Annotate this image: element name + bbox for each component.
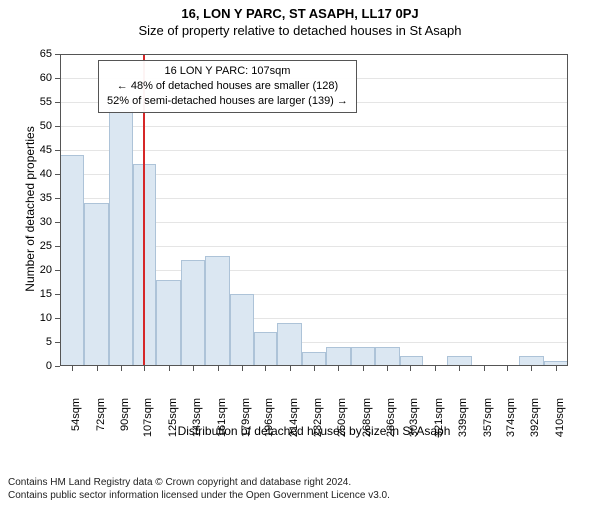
xtick-label: 143sqm <box>191 398 203 448</box>
xtick-label: 410sqm <box>554 398 566 448</box>
ytick-label: 65 <box>32 48 52 60</box>
xtick-label: 268sqm <box>361 398 373 448</box>
xtick-mark <box>72 366 73 371</box>
histogram-bar <box>181 260 205 366</box>
ytick-label: 15 <box>32 288 52 300</box>
histogram-bar <box>254 332 277 366</box>
histogram-bar <box>109 107 133 366</box>
xtick-mark <box>97 366 98 371</box>
ytick-mark <box>55 54 60 55</box>
ytick-label: 20 <box>32 264 52 276</box>
xtick-mark <box>338 366 339 371</box>
xtick-mark <box>556 366 557 371</box>
ytick-label: 30 <box>32 216 52 228</box>
xtick-label: 321sqm <box>433 398 445 448</box>
xtick-mark <box>169 366 170 371</box>
xtick-mark <box>314 366 315 371</box>
xtick-label: 357sqm <box>482 398 494 448</box>
ytick-label: 10 <box>32 312 52 324</box>
histogram-bar <box>205 256 229 366</box>
ytick-label: 35 <box>32 192 52 204</box>
histogram-bar <box>351 347 375 366</box>
xtick-mark <box>265 366 266 371</box>
xtick-label: 286sqm <box>385 398 397 448</box>
xtick-label: 54sqm <box>70 398 82 448</box>
page-subtitle: Size of property relative to detached ho… <box>0 23 600 38</box>
y-axis-label: Number of detached properties <box>23 109 37 309</box>
histogram-bar <box>519 356 543 366</box>
xtick-mark <box>144 366 145 371</box>
xtick-mark <box>410 366 411 371</box>
xtick-mark <box>484 366 485 371</box>
xtick-label: 374sqm <box>505 398 517 448</box>
ytick-mark <box>55 366 60 367</box>
ytick-label: 40 <box>32 168 52 180</box>
histogram-bar <box>156 280 180 366</box>
footer-attribution: Contains HM Land Registry data © Crown c… <box>8 476 390 502</box>
ytick-label: 5 <box>32 336 52 348</box>
xtick-label: 179sqm <box>240 398 252 448</box>
xtick-mark <box>507 366 508 371</box>
annotation-line-3: 52% of semi-detached houses are larger (… <box>107 94 348 109</box>
xtick-label: 232sqm <box>312 398 324 448</box>
histogram-bar <box>375 347 399 366</box>
xtick-mark <box>218 366 219 371</box>
gridline <box>60 150 568 151</box>
xtick-label: 250sqm <box>336 398 348 448</box>
xtick-label: 90sqm <box>119 398 131 448</box>
xtick-mark <box>290 366 291 371</box>
page-title: 16, LON Y PARC, ST ASAPH, LL17 0PJ <box>0 6 600 21</box>
histogram-bar <box>326 347 350 366</box>
histogram-bar <box>277 323 301 366</box>
xtick-mark <box>193 366 194 371</box>
xtick-label: 161sqm <box>216 398 228 448</box>
ytick-label: 50 <box>32 120 52 132</box>
xtick-label: 196sqm <box>263 398 275 448</box>
annotation-line-1: 16 LON Y PARC: 107sqm <box>107 64 348 79</box>
xtick-label: 72sqm <box>95 398 107 448</box>
xtick-mark <box>435 366 436 371</box>
xtick-mark <box>459 366 460 371</box>
histogram-bar <box>84 203 108 366</box>
annotation-line-2: ← 48% of detached houses are smaller (12… <box>107 79 348 94</box>
ytick-label: 45 <box>32 144 52 156</box>
ytick-label: 60 <box>32 72 52 84</box>
xtick-label: 214sqm <box>288 398 300 448</box>
histogram-bar <box>230 294 254 366</box>
xtick-mark <box>531 366 532 371</box>
gridline <box>60 126 568 127</box>
xtick-mark <box>387 366 388 371</box>
histogram-bar <box>60 155 84 366</box>
ytick-label: 0 <box>32 360 52 372</box>
histogram-bar <box>544 361 568 366</box>
xtick-mark <box>242 366 243 371</box>
xtick-label: 303sqm <box>408 398 420 448</box>
xtick-mark <box>363 366 364 371</box>
xtick-label: 107sqm <box>142 398 154 448</box>
ytick-label: 25 <box>32 240 52 252</box>
histogram-bar <box>447 356 471 366</box>
xtick-label: 392sqm <box>529 398 541 448</box>
annotation-box: 16 LON Y PARC: 107sqm ← 48% of detached … <box>98 60 357 113</box>
histogram-bar <box>302 352 326 366</box>
xtick-mark <box>121 366 122 371</box>
xtick-label: 125sqm <box>167 398 179 448</box>
footer-line-2: Contains public sector information licen… <box>8 489 390 502</box>
histogram-bar <box>400 356 423 366</box>
xtick-label: 339sqm <box>457 398 469 448</box>
ytick-label: 55 <box>32 96 52 108</box>
footer-line-1: Contains HM Land Registry data © Crown c… <box>8 476 390 489</box>
